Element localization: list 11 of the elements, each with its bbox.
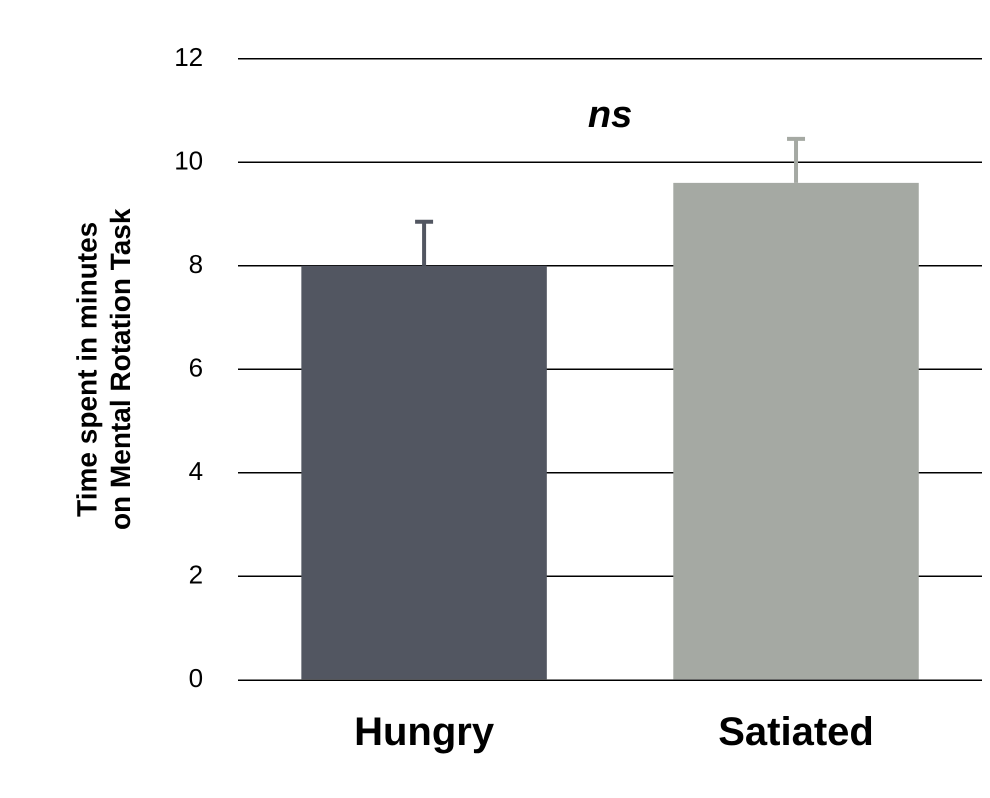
y-tick-label: 12 bbox=[174, 42, 204, 72]
annotation: ns bbox=[588, 94, 632, 136]
y-tick-label: 10 bbox=[174, 145, 204, 176]
y-tick-label: 6 bbox=[188, 352, 204, 382]
x-tick-label: Satiated bbox=[718, 710, 874, 754]
y-axis-title: Time spent in minutes on Mental Rotation Task bbox=[72, 208, 136, 530]
y-tick-label: 8 bbox=[188, 248, 204, 279]
y-tick-label: 0 bbox=[188, 663, 204, 694]
x-tick-label: Hungry bbox=[354, 710, 495, 754]
y-tick-label: 2 bbox=[188, 560, 204, 590]
y-tick-label: 4 bbox=[188, 456, 204, 486]
